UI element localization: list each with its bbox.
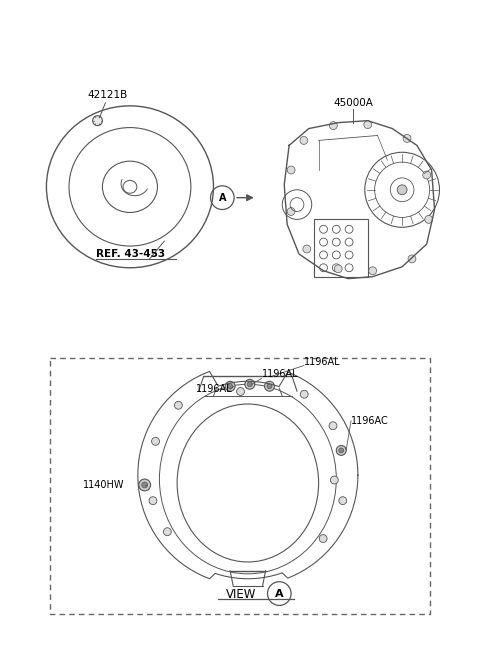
- Circle shape: [336, 445, 346, 455]
- Circle shape: [303, 245, 311, 253]
- Text: 1196AC: 1196AC: [351, 416, 389, 426]
- Circle shape: [425, 215, 432, 223]
- Circle shape: [225, 381, 235, 391]
- Text: 1196AL: 1196AL: [262, 369, 298, 379]
- Text: A: A: [275, 589, 284, 599]
- Circle shape: [329, 422, 337, 430]
- Circle shape: [319, 534, 327, 542]
- Text: A: A: [218, 193, 226, 202]
- Circle shape: [93, 116, 102, 126]
- Text: 45000A: 45000A: [333, 98, 373, 108]
- Text: 1140HW: 1140HW: [83, 480, 124, 490]
- Circle shape: [397, 185, 407, 195]
- Circle shape: [149, 496, 157, 504]
- Circle shape: [330, 476, 338, 484]
- Circle shape: [142, 482, 148, 488]
- Circle shape: [174, 402, 182, 409]
- Circle shape: [335, 265, 342, 272]
- Circle shape: [364, 121, 372, 128]
- Circle shape: [329, 122, 337, 130]
- Circle shape: [403, 134, 411, 142]
- Circle shape: [163, 528, 171, 536]
- Circle shape: [300, 136, 308, 144]
- Text: 42121B: 42121B: [87, 90, 128, 100]
- Circle shape: [339, 448, 344, 453]
- Circle shape: [228, 384, 233, 388]
- Text: 1196AL: 1196AL: [304, 356, 340, 367]
- Circle shape: [267, 384, 272, 388]
- Circle shape: [139, 479, 151, 491]
- Circle shape: [423, 171, 431, 179]
- Circle shape: [369, 267, 377, 274]
- Circle shape: [247, 382, 252, 386]
- Text: REF. 43-453: REF. 43-453: [96, 249, 165, 259]
- Circle shape: [300, 390, 308, 398]
- Bar: [314, 219, 368, 276]
- Circle shape: [339, 496, 347, 504]
- Circle shape: [264, 381, 275, 391]
- Circle shape: [287, 166, 295, 174]
- Circle shape: [408, 255, 416, 263]
- Circle shape: [237, 388, 244, 396]
- Circle shape: [152, 438, 159, 445]
- Text: VIEW: VIEW: [226, 588, 257, 601]
- Circle shape: [245, 379, 255, 389]
- Text: 1196AL: 1196AL: [196, 384, 232, 394]
- Circle shape: [287, 208, 295, 215]
